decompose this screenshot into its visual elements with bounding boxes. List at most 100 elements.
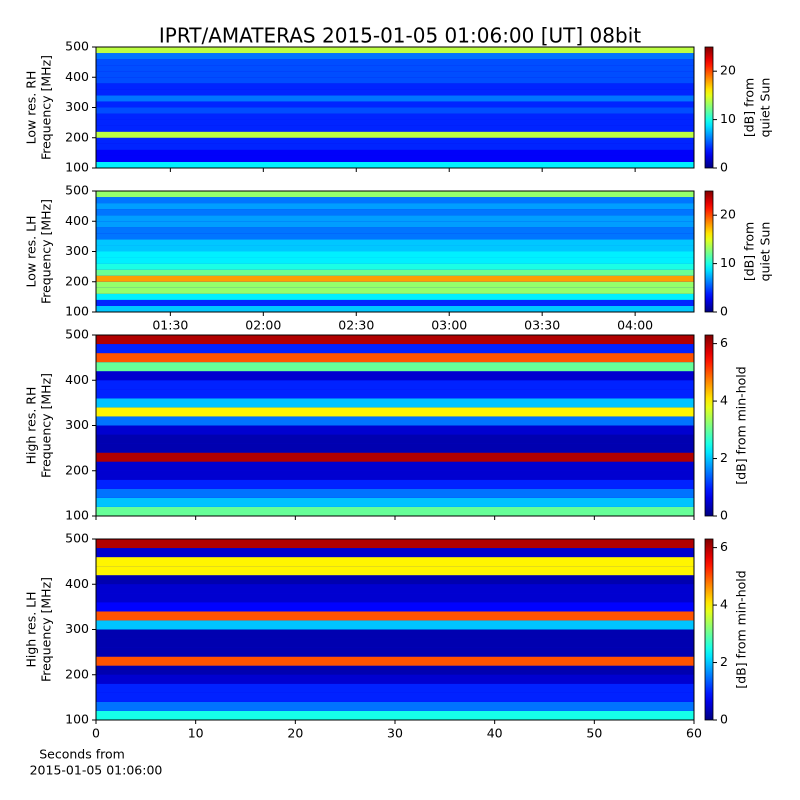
heatmap-row [96, 203, 694, 210]
heatmap-row [96, 380, 694, 390]
y-tick-label: 200 [65, 273, 89, 288]
x-tick-label: 30 [387, 726, 403, 741]
colorbar-tick-label: 2 [720, 654, 728, 669]
heatmap-row [96, 353, 694, 363]
colorbar-label: quiet Sun [758, 222, 773, 282]
colorbar-tick-label: 0 [720, 712, 728, 727]
heatmap-row [96, 488, 694, 498]
colorbar [704, 334, 714, 517]
heatmap-row [96, 71, 694, 78]
colorbar-tick-label: 4 [720, 393, 728, 408]
heatmap-row [96, 557, 694, 567]
heatmap-row [96, 443, 694, 453]
heatmap-row [96, 293, 694, 300]
heatmap-row [96, 470, 694, 480]
colorbar [704, 46, 714, 169]
heatmap-row [96, 611, 694, 621]
heatmap-row [96, 125, 694, 132]
heatmap-row [96, 497, 694, 507]
y-tick-label: 100 [65, 304, 89, 319]
colorbar-tick-label: 4 [720, 597, 728, 612]
heatmap-row [96, 647, 694, 657]
x-tick-label: 50 [586, 726, 602, 741]
heatmap-row [96, 221, 694, 228]
heatmap-row [96, 539, 694, 549]
heatmap-row [96, 65, 694, 72]
y-tick-label: 100 [65, 712, 89, 727]
x-tick-label: 10 [188, 726, 204, 741]
colorbar-label: [dB] from [742, 222, 757, 281]
heatmap-row [96, 245, 694, 252]
heatmap-row [96, 209, 694, 216]
heatmap-row [96, 107, 694, 114]
heatmap-row [96, 656, 694, 666]
heatmap-row [96, 566, 694, 576]
y-axis-label: High res. RH [24, 387, 39, 465]
x-axis-label: Seconds from [39, 747, 125, 762]
colorbar-tick-label: 2 [720, 450, 728, 465]
heatmap-row [96, 149, 694, 156]
heatmap-row [96, 281, 694, 288]
heatmap-row [96, 398, 694, 408]
colorbar [704, 190, 714, 313]
heatmap-row [96, 77, 694, 84]
y-tick-label: 300 [65, 99, 89, 114]
heatmap-row [96, 197, 694, 204]
heatmap-row [96, 620, 694, 630]
heatmap-row [96, 101, 694, 108]
heatmap-row [96, 701, 694, 711]
y-tick-label: 300 [65, 417, 89, 432]
y-axis-label: Frequency [MHz] [39, 577, 54, 682]
y-axis-label: Frequency [MHz] [39, 199, 54, 304]
heatmap-row [96, 305, 694, 312]
y-tick-label: 200 [65, 462, 89, 477]
colorbar-tick-label: 0 [720, 304, 728, 319]
heatmap-row [96, 95, 694, 102]
y-tick-label: 200 [65, 129, 89, 144]
heatmap-row [96, 584, 694, 594]
heatmap-row [96, 269, 694, 276]
colorbar-label: quiet Sun [758, 78, 773, 138]
heatmap-row [96, 692, 694, 702]
heatmap-row [96, 425, 694, 435]
x-tick-label: 03:00 [431, 318, 467, 333]
heatmap-row [96, 371, 694, 381]
colorbar-label: [dB] from [742, 78, 757, 137]
colorbar-tick-label: 20 [720, 207, 736, 222]
y-tick-label: 300 [65, 621, 89, 636]
heatmap-row [96, 389, 694, 399]
heatmap-row [96, 263, 694, 270]
heatmap-row [96, 602, 694, 612]
colorbar-label: [dB] from min-hold [734, 570, 749, 688]
heatmap-row [96, 665, 694, 675]
colorbar-label: [dB] from min-hold [734, 366, 749, 484]
heatmap-row [96, 137, 694, 144]
y-tick-label: 200 [65, 666, 89, 681]
heatmap-row [96, 191, 694, 198]
heatmap-row [96, 638, 694, 648]
heatmap-row [96, 239, 694, 246]
x-tick-label: 20 [287, 726, 303, 741]
colorbar-tick-label: 10 [720, 111, 736, 126]
y-tick-label: 500 [65, 183, 89, 198]
heatmap-row [96, 674, 694, 684]
heatmap-row [96, 461, 694, 471]
y-axis-label: Low res. RH [24, 71, 39, 145]
colorbar-tick-label: 10 [720, 255, 736, 270]
heatmap-row [96, 548, 694, 558]
heatmap-row [96, 251, 694, 258]
colorbar-tick-label: 6 [720, 335, 728, 350]
y-tick-label: 500 [65, 531, 89, 546]
y-axis-label: Low res. LH [24, 216, 39, 288]
colorbar-tick-label: 6 [720, 539, 728, 554]
heatmap-row [96, 575, 694, 585]
colorbar [704, 538, 714, 721]
heatmap-row [96, 452, 694, 462]
x-tick-label: 01:30 [152, 318, 188, 333]
y-axis-label: High res. LH [24, 591, 39, 667]
colorbar-tick-label: 0 [720, 160, 728, 175]
heatmap-row [96, 131, 694, 138]
x-tick-label: 02:30 [338, 318, 374, 333]
figure-title: IPRT/AMATERAS 2015-01-05 01:06:00 [UT] 0… [159, 24, 641, 48]
x-tick-label: 02:00 [245, 318, 281, 333]
